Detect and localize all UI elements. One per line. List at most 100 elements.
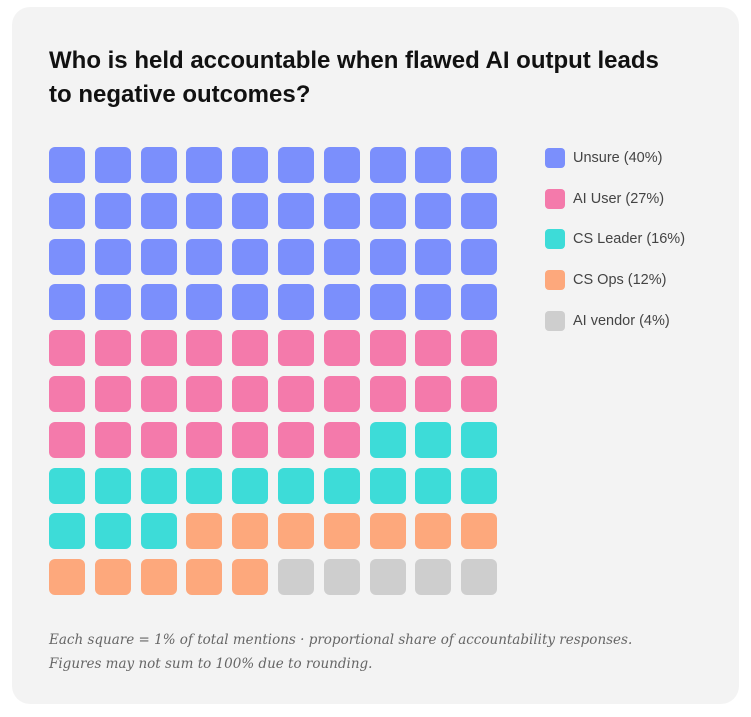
- waffle-square-ai-user: [461, 376, 497, 412]
- waffle-square-ai-vendor: [370, 559, 406, 595]
- waffle-square-unsure: [461, 147, 497, 183]
- waffle-square-cs-leader: [415, 422, 451, 458]
- waffle-square-unsure: [141, 147, 177, 183]
- waffle-square-ai-user: [415, 330, 451, 366]
- waffle-square-ai-user: [186, 376, 222, 412]
- waffle-square-ai-user: [141, 330, 177, 366]
- waffle-grid: [49, 147, 497, 595]
- waffle-square-cs-leader: [415, 468, 451, 504]
- waffle-square-unsure: [49, 239, 85, 275]
- legend-item-cs-ops: CS Ops (12%): [545, 269, 666, 291]
- footnote-line-2: Figures may not sum to 100% due to round…: [49, 656, 373, 672]
- waffle-square-unsure: [370, 147, 406, 183]
- waffle-square-cs-leader: [370, 422, 406, 458]
- waffle-square-cs-ops: [232, 559, 268, 595]
- legend-item-unsure: Unsure (40%): [545, 147, 662, 169]
- waffle-square-ai-user: [49, 422, 85, 458]
- waffle-square-unsure: [461, 193, 497, 229]
- waffle-square-ai-vendor: [415, 559, 451, 595]
- legend-label: CS Leader (16%): [573, 231, 686, 248]
- waffle-square-cs-ops: [232, 513, 268, 549]
- waffle-square-cs-leader: [370, 468, 406, 504]
- waffle-square-cs-ops: [370, 513, 406, 549]
- waffle-square-cs-ops: [186, 559, 222, 595]
- waffle-square-unsure: [278, 147, 314, 183]
- waffle-square-cs-leader: [49, 513, 85, 549]
- waffle-square-cs-leader: [324, 468, 360, 504]
- waffle-square-unsure: [370, 239, 406, 275]
- waffle-square-unsure: [324, 239, 360, 275]
- waffle-square-cs-leader: [95, 513, 131, 549]
- waffle-square-ai-user: [49, 376, 85, 412]
- waffle-square-unsure: [141, 239, 177, 275]
- waffle-square-ai-user: [141, 422, 177, 458]
- waffle-square-ai-user: [370, 376, 406, 412]
- waffle-square-ai-vendor: [324, 559, 360, 595]
- waffle-square-unsure: [186, 147, 222, 183]
- legend-swatch: [545, 270, 565, 291]
- chart-title: Who is held accountable when flawed AI o…: [49, 47, 659, 108]
- waffle-square-cs-ops: [324, 513, 360, 549]
- waffle-square-unsure: [141, 193, 177, 229]
- waffle-square-unsure: [415, 193, 451, 229]
- legend-label: Unsure (40%): [573, 150, 663, 166]
- waffle-square-unsure: [461, 239, 497, 275]
- waffle-square-unsure: [324, 147, 360, 183]
- waffle-square-cs-ops: [49, 559, 85, 595]
- waffle-square-ai-user: [278, 330, 314, 366]
- waffle-square-unsure: [232, 193, 268, 229]
- waffle-square-cs-ops: [415, 513, 451, 549]
- waffle-square-ai-user: [461, 330, 497, 366]
- waffle-square-ai-user: [141, 376, 177, 412]
- waffle-square-cs-ops: [278, 513, 314, 549]
- waffle-square-ai-user: [95, 376, 131, 412]
- waffle-square-ai-user: [49, 330, 85, 366]
- waffle-square-unsure: [278, 193, 314, 229]
- waffle-square-unsure: [324, 193, 360, 229]
- waffle-square-ai-user: [324, 422, 360, 458]
- waffle-square-unsure: [186, 193, 222, 229]
- waffle-square-unsure: [370, 193, 406, 229]
- waffle-square-unsure: [95, 147, 131, 183]
- footnote-line-1: Each square = 1% of total mentions · pro…: [49, 632, 633, 648]
- waffle-square-ai-user: [324, 376, 360, 412]
- waffle-square-unsure: [95, 284, 131, 320]
- waffle-square-cs-leader: [141, 468, 177, 504]
- waffle-square-unsure: [49, 193, 85, 229]
- waffle-square-ai-user: [278, 376, 314, 412]
- waffle-square-unsure: [49, 147, 85, 183]
- legend-item-ai-vendor: AI vendor (4%): [545, 310, 670, 332]
- footnote: Each square = 1% of total mentions · pro…: [49, 628, 709, 676]
- waffle-square-cs-ops: [95, 559, 131, 595]
- waffle-square-ai-user: [95, 422, 131, 458]
- waffle-square-unsure: [415, 284, 451, 320]
- waffle-square-unsure: [461, 284, 497, 320]
- waffle-square-empty: [461, 559, 497, 595]
- waffle-square-cs-leader: [141, 513, 177, 549]
- waffle-square-unsure: [186, 239, 222, 275]
- waffle-square-unsure: [141, 284, 177, 320]
- waffle-square-cs-leader: [95, 468, 131, 504]
- waffle-square-cs-leader: [232, 468, 268, 504]
- waffle-square-cs-leader: [461, 422, 497, 458]
- legend-label: CS Ops (12%): [573, 272, 667, 289]
- waffle-square-ai-vendor: [278, 559, 314, 595]
- waffle-square-unsure: [49, 284, 85, 320]
- waffle-square-ai-user: [278, 422, 314, 458]
- waffle-square-cs-ops: [461, 513, 497, 549]
- waffle-square-cs-leader: [186, 468, 222, 504]
- waffle-square-ai-user: [324, 330, 360, 366]
- waffle-square-ai-user: [370, 330, 406, 366]
- waffle-square-cs-leader: [461, 468, 497, 504]
- waffle-square-unsure: [232, 284, 268, 320]
- waffle-square-unsure: [232, 147, 268, 183]
- waffle-square-unsure: [324, 284, 360, 320]
- waffle-square-ai-user: [415, 376, 451, 412]
- waffle-square-unsure: [95, 193, 131, 229]
- legend-swatch: [545, 229, 565, 250]
- legend-label: AI User (27%): [573, 190, 665, 207]
- waffle-square-ai-user: [95, 330, 131, 366]
- legend-item-ai-user: AI User (27%): [545, 188, 664, 210]
- waffle-square-cs-leader: [278, 468, 314, 504]
- waffle-square-cs-ops: [141, 559, 177, 595]
